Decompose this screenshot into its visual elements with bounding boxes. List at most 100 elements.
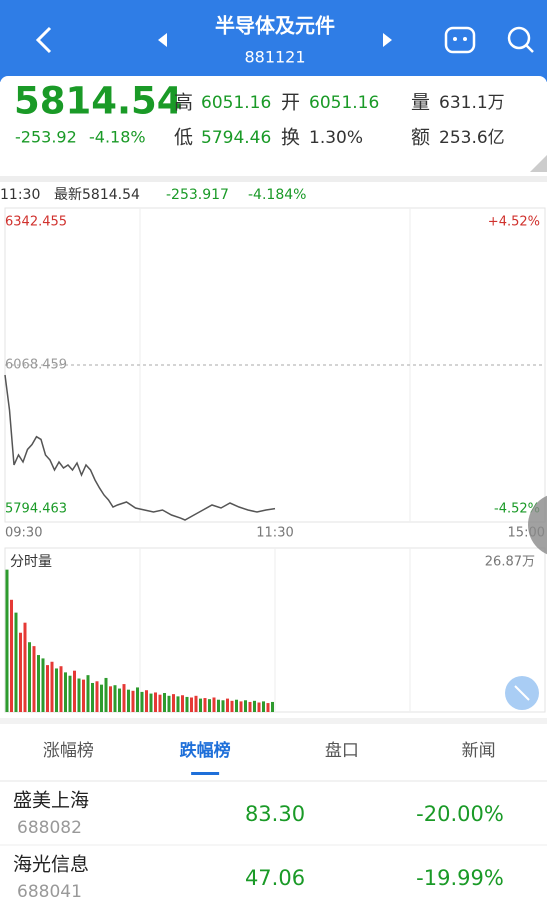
- amount-value: 253.6亿: [439, 128, 505, 148]
- panel-corner: [530, 155, 547, 172]
- volume-bar: [113, 685, 117, 712]
- stock-list: 盛美上海 688082 83.30 -20.00% 海光信息 688041 47.06 -19…: [0, 790, 547, 905]
- turnover-value: 1.30%: [309, 128, 363, 148]
- volume-bar: [239, 701, 243, 712]
- volume-value: 631.1万: [439, 93, 505, 113]
- status-change-pct: -4.184%: [248, 187, 306, 203]
- y-tick-label: 6342.455: [5, 215, 67, 230]
- volume-bar: [167, 695, 171, 712]
- price-line: [4, 374, 276, 521]
- separator: [0, 718, 547, 724]
- stock-change-pct: -20.00%: [416, 802, 504, 826]
- open-value: 6051.16: [309, 93, 379, 113]
- tab-bar: 涨幅榜 跌幅榜 盘口 新闻: [43, 740, 496, 775]
- stock-row[interactable]: 盛美上海 688082 83.30 -20.00%: [0, 790, 547, 846]
- y-tick-label: 5794.463: [5, 502, 67, 517]
- tab[interactable]: 新闻: [462, 741, 496, 761]
- volume-bar: [100, 684, 103, 712]
- volume-bar: [217, 699, 220, 712]
- x-tick-label: 09:30: [5, 526, 42, 541]
- volume-bar: [208, 699, 211, 712]
- volume-bar: [271, 701, 274, 712]
- volume-bar: [73, 670, 76, 712]
- volume-bar: [154, 692, 157, 712]
- volume-bar: [50, 661, 54, 712]
- volume-bar: [145, 690, 148, 712]
- volume-bar: [118, 688, 121, 712]
- volume-bar: [23, 622, 27, 712]
- volume-bar: [257, 702, 261, 712]
- volume-bar: [64, 672, 67, 712]
- stock-name: 盛美上海: [13, 790, 89, 812]
- high-value: 6051.16: [201, 93, 271, 113]
- stock-price: 83.30: [245, 802, 305, 826]
- tab[interactable]: 涨幅榜: [43, 741, 94, 761]
- volume-bar: [235, 699, 238, 712]
- volume-title: 分时量: [10, 554, 52, 570]
- y2-tick-label: -4.52%: [494, 502, 540, 517]
- volume-bar: [59, 666, 63, 712]
- volume-bar: [95, 681, 99, 712]
- y-tick-label: 6068.459: [5, 358, 67, 373]
- volume-bar: [32, 646, 36, 712]
- x-tick-label: 11:30: [256, 526, 293, 541]
- volume-bar: [226, 698, 229, 712]
- price-change-pct: -4.18%: [89, 128, 146, 147]
- stock-price: 47.06: [245, 866, 305, 890]
- volume-bar: [77, 678, 81, 712]
- tab-indicator: [191, 772, 220, 775]
- volume-bar: [253, 700, 256, 712]
- stock-row[interactable]: 海光信息 688041 47.06 -19.99%: [0, 854, 547, 905]
- volume-bar: [46, 665, 49, 712]
- volume-bar: [244, 700, 247, 712]
- volume-bar: [28, 642, 31, 712]
- status-change: -253.917: [166, 187, 229, 203]
- price-change: -253.92: [15, 128, 77, 147]
- turnover-label: 换: [281, 127, 300, 149]
- back-button[interactable]: [35, 26, 52, 54]
- volume-bar: [185, 696, 189, 712]
- volume-bar: [203, 698, 207, 712]
- volume-label: 量: [411, 92, 430, 114]
- expand-icon: [514, 685, 530, 701]
- volume-bar: [68, 675, 72, 712]
- tab[interactable]: 跌幅榜: [180, 740, 231, 761]
- quote-panel: [0, 76, 547, 176]
- volume-bar: [266, 703, 270, 712]
- volume-bar: [131, 690, 135, 712]
- stock-code: 688082: [17, 818, 82, 838]
- search-icon[interactable]: [507, 26, 531, 50]
- separator: [0, 176, 547, 182]
- volume-bar: [181, 695, 184, 712]
- volume-bar: [127, 689, 130, 712]
- volume-bar: [82, 679, 85, 712]
- volume-bar: [55, 668, 58, 712]
- status-latest: 最新5814.54: [54, 187, 140, 203]
- volume-bar: [194, 695, 198, 712]
- volume-bar: [109, 686, 112, 712]
- prev-button[interactable]: [158, 33, 167, 47]
- robot-eye: [453, 37, 457, 41]
- scroll-handle[interactable]: [528, 493, 547, 557]
- stock-change-pct: -19.99%: [416, 866, 504, 890]
- robot-icon[interactable]: [444, 26, 476, 54]
- volume-bar: [248, 701, 252, 712]
- volume-bar: [163, 693, 166, 712]
- volume-bar: [172, 694, 175, 712]
- volume-bar: [212, 697, 216, 712]
- tab[interactable]: 盘口: [325, 741, 359, 761]
- volume-bar: [158, 694, 162, 712]
- next-button[interactable]: [383, 33, 392, 47]
- stock-code: 688041: [17, 882, 82, 902]
- low-value: 5794.46: [201, 128, 271, 148]
- volume-bar: [122, 684, 126, 712]
- high-label: 高: [174, 92, 193, 114]
- open-label: 开: [281, 92, 300, 114]
- volume-bar: [199, 698, 202, 712]
- volume-bar: [190, 697, 193, 712]
- volume-bar: [262, 701, 265, 712]
- amount-label: 额: [411, 127, 430, 149]
- last-price: 5814.54: [14, 80, 183, 123]
- volume-bar: [14, 612, 18, 712]
